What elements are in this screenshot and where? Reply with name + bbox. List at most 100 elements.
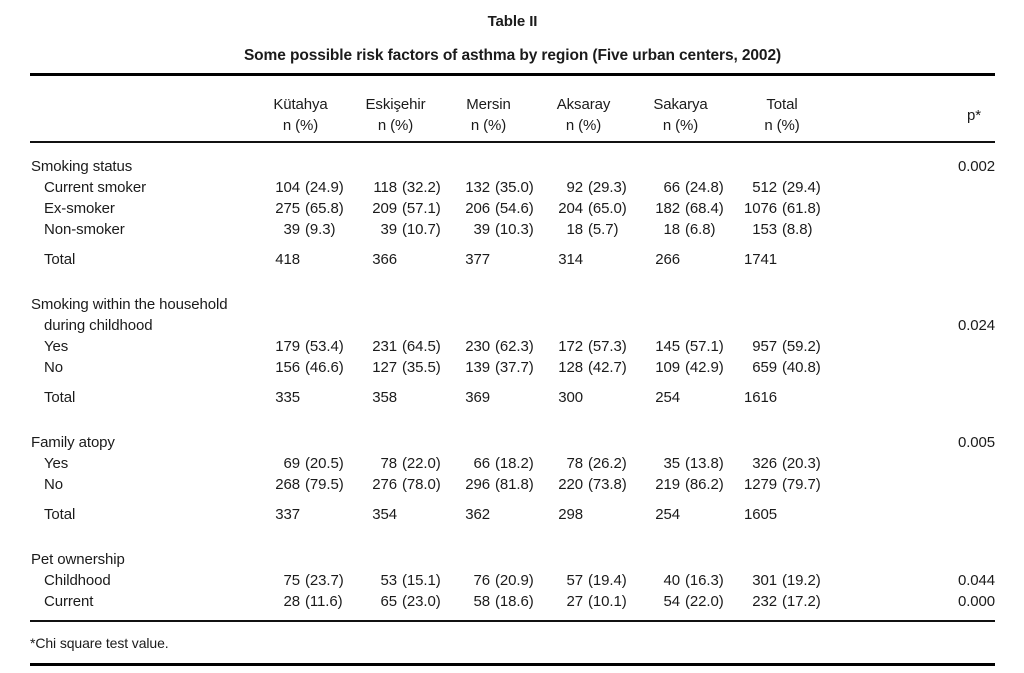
value-pct: (9.3) bbox=[305, 221, 336, 238]
value-cell: 78 (22.0) bbox=[349, 453, 442, 474]
value-n: 54 bbox=[663, 593, 681, 610]
value-pct: (32.2) bbox=[402, 179, 441, 196]
column-subheader: n (%) bbox=[282, 117, 319, 134]
total-value-cell: 1605 bbox=[729, 504, 835, 525]
value-n: 1279 bbox=[744, 476, 777, 493]
value-pct: (24.8) bbox=[685, 179, 724, 196]
value-cell: 18 (5.7) bbox=[535, 219, 632, 240]
value-pct: (40.8) bbox=[782, 359, 821, 376]
value-pct: (10.7) bbox=[402, 221, 441, 238]
value-cell: 118 (32.2) bbox=[349, 177, 442, 198]
column-header-label: Mersin bbox=[466, 96, 511, 113]
column-header-label: Sakarya bbox=[653, 96, 708, 113]
value-n: 35 bbox=[663, 455, 681, 472]
value-pct: (18.2) bbox=[495, 455, 534, 472]
value-pct: (13.8) bbox=[685, 455, 724, 472]
value-n: 230 bbox=[465, 338, 490, 355]
column-header-label: Total bbox=[766, 96, 798, 113]
value-n: 335 bbox=[275, 389, 300, 406]
value-n: 53 bbox=[380, 572, 398, 589]
value-pct: (78.0) bbox=[402, 476, 441, 493]
value-n: 66 bbox=[663, 179, 681, 196]
value-pct: (16.3) bbox=[685, 572, 724, 589]
value-pct: (23.7) bbox=[305, 572, 344, 589]
value-cell: 127 (35.5) bbox=[349, 357, 442, 378]
column-header-label: Aksaray bbox=[556, 96, 611, 113]
value-n: 366 bbox=[372, 251, 397, 268]
value-n: 204 bbox=[558, 200, 583, 217]
total-value-cell: 418 bbox=[252, 249, 349, 270]
value-cell: 179 (53.4) bbox=[252, 336, 349, 357]
value-n: 66 bbox=[473, 455, 491, 472]
value-cell: 1279 (79.7) bbox=[729, 474, 835, 495]
value-pct bbox=[777, 249, 782, 270]
value-n: 27 bbox=[566, 593, 584, 610]
value-pct bbox=[397, 504, 402, 525]
value-n: 354 bbox=[372, 506, 397, 523]
column-header: Sakarya n (%) bbox=[632, 94, 729, 136]
data-row: Childhood 75 (23.7) 53 (15.1) 76 (20.9) 57 (19.4… bbox=[30, 570, 995, 591]
value-n: 18 bbox=[663, 221, 681, 238]
p-value: 0.000 bbox=[957, 593, 995, 610]
value-pct bbox=[680, 504, 685, 525]
value-n: 156 bbox=[275, 359, 300, 376]
value-cell: 296 (81.8) bbox=[442, 474, 535, 495]
value-n: 39 bbox=[283, 221, 301, 238]
value-n: 418 bbox=[275, 251, 300, 268]
value-n: 76 bbox=[473, 572, 491, 589]
value-cell: 104 (24.9) bbox=[252, 177, 349, 198]
value-cell: 659 (40.8) bbox=[729, 357, 835, 378]
value-n: 65 bbox=[380, 593, 398, 610]
value-cell: 66 (24.8) bbox=[632, 177, 729, 198]
value-cell: 957 (59.2) bbox=[729, 336, 835, 357]
value-pct: (86.2) bbox=[685, 476, 724, 493]
value-cell: 209 (57.1) bbox=[349, 198, 442, 219]
value-n: 75 bbox=[283, 572, 301, 589]
value-pct: (42.9) bbox=[685, 359, 724, 376]
row-label: Current smoker bbox=[44, 179, 146, 196]
value-cell: 182 (68.4) bbox=[632, 198, 729, 219]
value-n: 300 bbox=[558, 389, 583, 406]
header-spacer-cell bbox=[30, 94, 252, 136]
section-label: Smoking within the household bbox=[31, 296, 228, 313]
value-pct: (57.1) bbox=[402, 200, 441, 217]
total-label: Total bbox=[44, 389, 76, 406]
value-cell: 54 (22.0) bbox=[632, 591, 729, 612]
value-n: 78 bbox=[380, 455, 398, 472]
value-pct bbox=[583, 249, 588, 270]
row-label: Yes bbox=[44, 455, 69, 472]
value-pct: (22.0) bbox=[402, 455, 441, 472]
value-cell: 204 (65.0) bbox=[535, 198, 632, 219]
value-n: 18 bbox=[566, 221, 584, 238]
value-cell: 69 (20.5) bbox=[252, 453, 349, 474]
value-pct bbox=[490, 249, 495, 270]
value-pct: (37.7) bbox=[495, 359, 534, 376]
value-pct: (57.3) bbox=[588, 338, 627, 355]
value-n: 40 bbox=[663, 572, 681, 589]
value-cell: 27 (10.1) bbox=[535, 591, 632, 612]
total-value-cell: 254 bbox=[632, 504, 729, 525]
value-cell: 53 (15.1) bbox=[349, 570, 442, 591]
value-pct: (68.4) bbox=[685, 200, 724, 217]
total-value-cell: 337 bbox=[252, 504, 349, 525]
value-cell: 57 (19.4) bbox=[535, 570, 632, 591]
value-pct: (26.2) bbox=[588, 455, 627, 472]
column-subheader: n (%) bbox=[662, 117, 699, 134]
value-pct bbox=[397, 387, 402, 408]
value-pct: (65.0) bbox=[588, 200, 627, 217]
p-column-header: p* bbox=[967, 106, 981, 124]
value-n: 957 bbox=[752, 338, 777, 355]
p-value: 0.024 bbox=[957, 317, 995, 334]
total-label: Total bbox=[44, 506, 76, 523]
value-cell: 39 (10.3) bbox=[442, 219, 535, 240]
value-cell: 39 (9.3) bbox=[252, 219, 349, 240]
total-value-cell: 377 bbox=[442, 249, 535, 270]
value-n: 1741 bbox=[744, 251, 777, 268]
row-label: Yes bbox=[44, 338, 69, 355]
value-cell: 139 (37.7) bbox=[442, 357, 535, 378]
value-cell: 78 (26.2) bbox=[535, 453, 632, 474]
value-pct: (61.8) bbox=[782, 200, 821, 217]
total-value-cell: 362 bbox=[442, 504, 535, 525]
total-value-cell: 300 bbox=[535, 387, 632, 408]
value-n: 1076 bbox=[744, 200, 777, 217]
